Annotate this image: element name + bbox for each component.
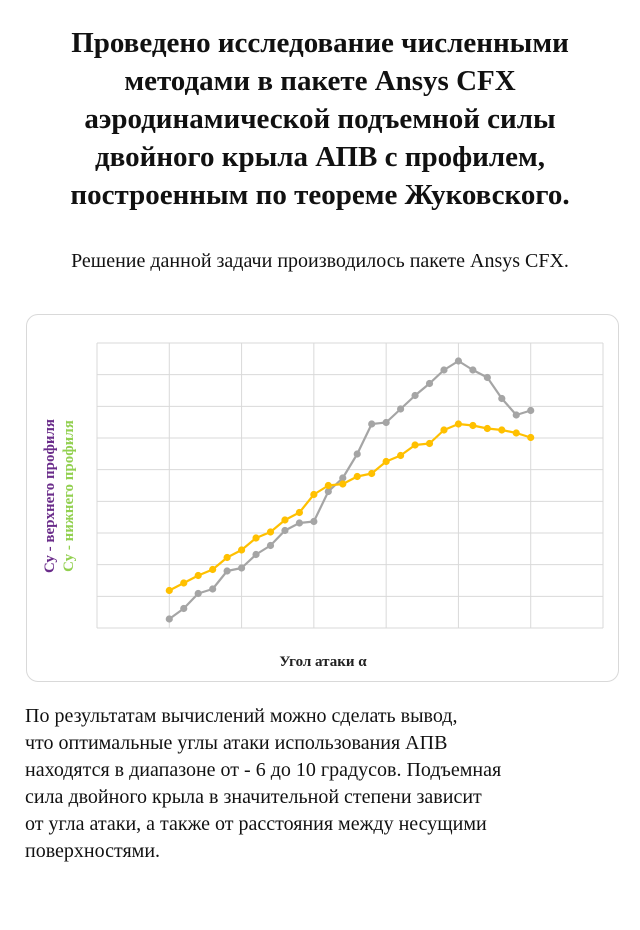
series-1-point: [527, 406, 535, 415]
series-1-point: [180, 604, 188, 613]
series-1-point: [165, 615, 173, 623]
series-1-point: [411, 391, 419, 400]
lift-coefficient-chart: Су - верхнего профиля Су - нижнего профи…: [42, 342, 604, 670]
series-2-point: [512, 429, 520, 437]
conclusion-line: сила двойного крыла в значительной степе…: [25, 786, 482, 808]
series-1-point: [237, 564, 246, 572]
series-1-point: [266, 541, 275, 550]
heading-line: двойного крыла АПВ с профилем,: [95, 141, 545, 173]
y-axis-label-lower: Су - нижнего профиля: [61, 420, 77, 572]
series-2-point: [498, 426, 506, 434]
series-2-point: [252, 534, 260, 542]
series-2-point: [527, 433, 535, 442]
series-2-point: [310, 490, 318, 499]
series-2-point: [353, 472, 361, 481]
conclusion-line: находятся в диапазоне от - 6 до 10 граду…: [25, 759, 502, 781]
series-2-point: [209, 565, 217, 574]
series-2-point: [397, 451, 405, 460]
series-2-point: [180, 579, 188, 587]
series-1-point: [339, 474, 347, 482]
series-1-point: [281, 526, 289, 535]
series-2-point: [281, 516, 289, 524]
conclusion-line: По результатам вычислений можно сделать …: [25, 705, 458, 727]
series-1-point: [498, 394, 506, 403]
series-2-point: [454, 420, 463, 428]
series-2-point: [440, 426, 448, 434]
series-line-2: [168, 422, 532, 592]
series-1-point: [252, 550, 260, 559]
series-1-point: [324, 487, 332, 496]
chart-card: Су - верхнего профиля Су - нижнего профи…: [26, 314, 619, 682]
series-2-point: [483, 424, 491, 433]
series-1-point: [209, 585, 217, 593]
series-1-point: [194, 589, 202, 598]
conclusion-line: что оптимальные углы атаки использования…: [25, 732, 448, 754]
page-heading: Проведено исследование численными метода…: [0, 24, 640, 214]
series-line-1: [168, 359, 532, 620]
series-2-point: [324, 481, 332, 490]
chart-series: [165, 357, 535, 623]
heading-line: методами в пакете Ansys CFX: [124, 65, 516, 97]
series-2-point: [411, 441, 419, 449]
series-1-point: [310, 517, 318, 526]
heading-line: построенным по теореме Жуковского.: [70, 179, 570, 211]
conclusion-line: от угла атаки, а также от расстояния меж…: [25, 813, 487, 835]
series-1-point: [368, 420, 376, 428]
series-2-point: [223, 553, 231, 562]
series-1-point: [483, 373, 491, 382]
series-1-point: [353, 450, 361, 458]
conclusion-line: поверхностями.: [25, 840, 161, 862]
series-1-point: [295, 519, 303, 527]
series-1-point: [512, 411, 520, 419]
y-axis-label-upper: Су - верхнего профиля: [42, 419, 58, 573]
series-1-point: [454, 357, 463, 365]
series-2-point: [339, 480, 347, 488]
series-2-point: [237, 546, 246, 554]
series-1-point: [440, 366, 448, 374]
series-2-point: [382, 457, 390, 466]
series-2-point: [425, 439, 434, 448]
chart-grid: [96, 342, 604, 629]
series-2-point: [469, 421, 477, 430]
conclusion-text: По результатам вычислений можно сделать …: [25, 703, 625, 865]
series-1-point: [382, 418, 390, 427]
series-2-point: [368, 469, 376, 478]
series-1-point: [223, 567, 231, 575]
series-2-point: [165, 586, 173, 595]
series-1-point: [425, 379, 434, 388]
series-1-point: [469, 366, 477, 374]
heading-line: Проведено исследование численными: [71, 27, 569, 59]
series-2-point: [266, 528, 275, 536]
series-2-point: [295, 508, 303, 517]
series-1-point: [397, 405, 405, 413]
series-2-point: [194, 571, 202, 580]
subtitle: Решение данной задачи производилось паке…: [71, 250, 569, 272]
x-axis-label: Угол атаки α: [279, 654, 367, 670]
heading-line: аэродинамической подъемной силы: [84, 103, 556, 135]
